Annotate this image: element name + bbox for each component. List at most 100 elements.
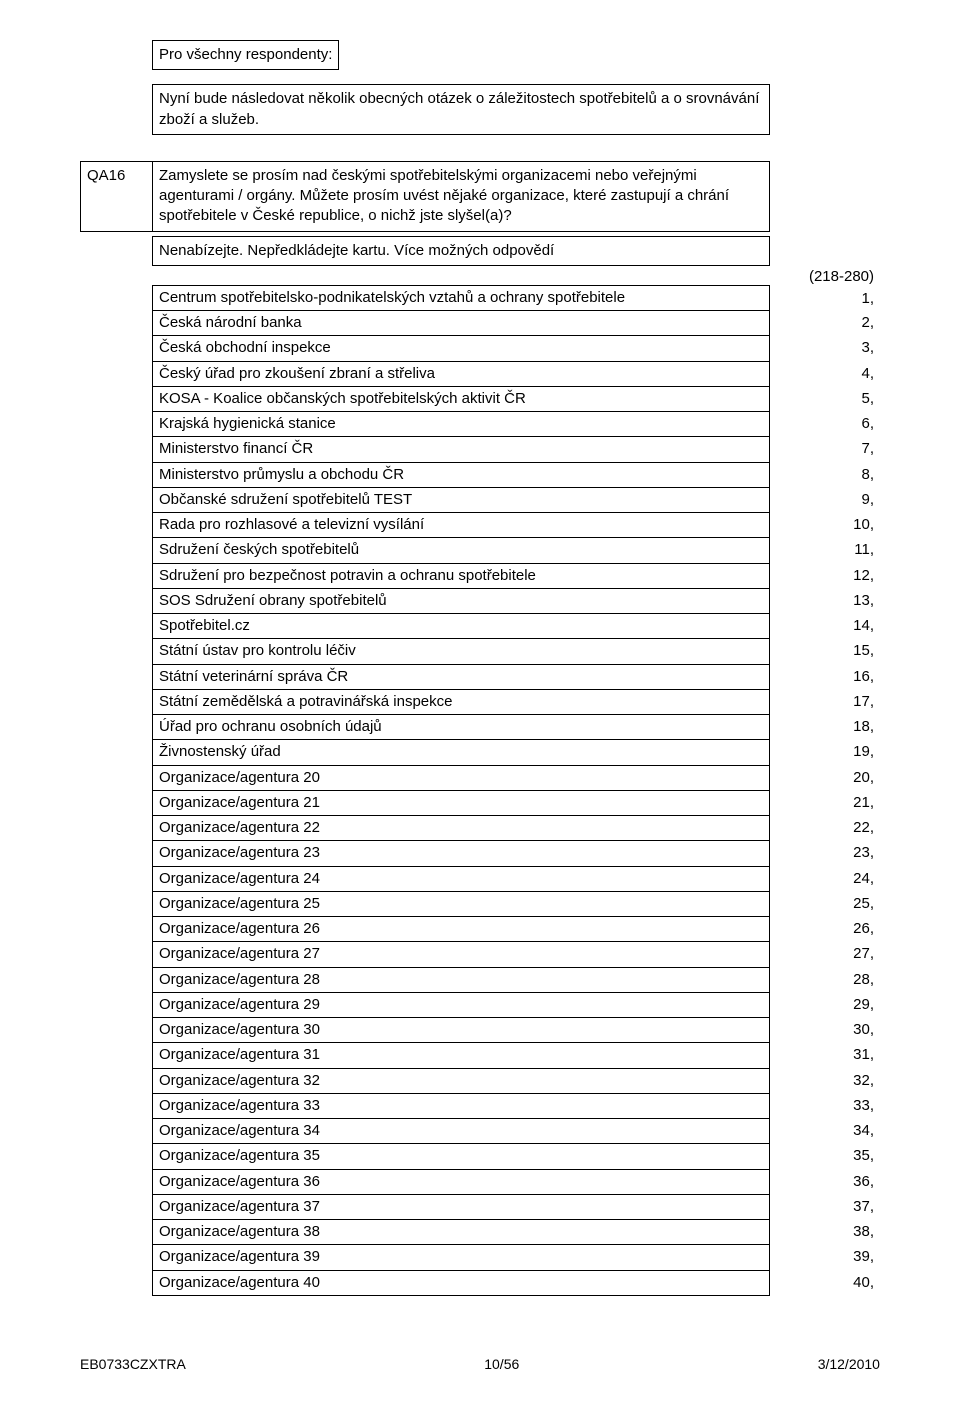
option-row: Krajská hygienická stanice6, bbox=[80, 412, 880, 437]
spacer bbox=[80, 488, 152, 513]
instruction-row: Nenabízejte. Nepředkládejte kartu. Více … bbox=[80, 236, 880, 266]
spacer bbox=[80, 1220, 152, 1245]
option-row: Organizace/agentura 2121, bbox=[80, 791, 880, 816]
page-footer: EB0733CZXTRA 10/56 3/12/2010 bbox=[0, 1356, 960, 1392]
spacer bbox=[80, 942, 152, 967]
spacer bbox=[80, 285, 152, 311]
spacer bbox=[80, 1144, 152, 1169]
option-code: 2, bbox=[770, 311, 880, 336]
option-row: Ministerstvo průmyslu a obchodu ČR8, bbox=[80, 463, 880, 488]
option-code: 28, bbox=[770, 968, 880, 993]
option-code: 9, bbox=[770, 488, 880, 513]
option-row: Organizace/agentura 2323, bbox=[80, 841, 880, 866]
option-label: Spotřebitel.cz bbox=[152, 614, 770, 639]
option-label: Český úřad pro zkoušení zbraní a střeliv… bbox=[152, 362, 770, 387]
spacer bbox=[80, 1195, 152, 1220]
option-code: 21, bbox=[770, 791, 880, 816]
option-row: Organizace/agentura 2626, bbox=[80, 917, 880, 942]
spacer bbox=[152, 266, 770, 285]
spacer bbox=[80, 387, 152, 412]
spacer bbox=[80, 362, 152, 387]
option-row: Organizace/agentura 3838, bbox=[80, 1220, 880, 1245]
option-row: Rada pro rozhlasové a televizní vysílání… bbox=[80, 513, 880, 538]
spacer bbox=[80, 1245, 152, 1270]
option-row: Organizace/agentura 3535, bbox=[80, 1144, 880, 1169]
option-label: Rada pro rozhlasové a televizní vysílání bbox=[152, 513, 770, 538]
option-label: Česká obchodní inspekce bbox=[152, 336, 770, 361]
option-code: 17, bbox=[770, 690, 880, 715]
spacer bbox=[80, 1018, 152, 1043]
option-code: 35, bbox=[770, 1144, 880, 1169]
footer-center: 10/56 bbox=[484, 1356, 519, 1372]
option-label: Organizace/agentura 25 bbox=[152, 892, 770, 917]
option-code: 6, bbox=[770, 412, 880, 437]
spacer bbox=[80, 766, 152, 791]
spacer bbox=[770, 84, 880, 139]
option-label: Organizace/agentura 23 bbox=[152, 841, 770, 866]
option-code: 29, bbox=[770, 993, 880, 1018]
option-code: 8, bbox=[770, 463, 880, 488]
spacer bbox=[80, 614, 152, 639]
option-row: Organizace/agentura 2727, bbox=[80, 942, 880, 967]
option-label: Organizace/agentura 21 bbox=[152, 791, 770, 816]
option-label: Státní zemědělská a potravinářská inspek… bbox=[152, 690, 770, 715]
option-code: 7, bbox=[770, 437, 880, 462]
option-row: Organizace/agentura 3434, bbox=[80, 1119, 880, 1144]
option-label: Organizace/agentura 34 bbox=[152, 1119, 770, 1144]
option-code: 24, bbox=[770, 867, 880, 892]
option-row: KOSA - Koalice občanských spotřebitelský… bbox=[80, 387, 880, 412]
spacer bbox=[80, 1043, 152, 1068]
footer-right: 3/12/2010 bbox=[818, 1356, 880, 1372]
spacer bbox=[80, 564, 152, 589]
option-row: Česká národní banka2, bbox=[80, 311, 880, 336]
option-label: Úřad pro ochranu osobních údajů bbox=[152, 715, 770, 740]
option-label: Organizace/agentura 22 bbox=[152, 816, 770, 841]
spacer bbox=[80, 791, 152, 816]
spacer bbox=[80, 968, 152, 993]
option-label: Organizace/agentura 35 bbox=[152, 1144, 770, 1169]
option-row: Občanské sdružení spotřebitelů TEST9, bbox=[80, 488, 880, 513]
spacer bbox=[80, 665, 152, 690]
option-label: Organizace/agentura 30 bbox=[152, 1018, 770, 1043]
spacer bbox=[80, 266, 152, 285]
spacer bbox=[80, 816, 152, 841]
option-label: Ministerstvo průmyslu a obchodu ČR bbox=[152, 463, 770, 488]
option-label: Organizace/agentura 40 bbox=[152, 1271, 770, 1296]
option-label: KOSA - Koalice občanských spotřebitelský… bbox=[152, 387, 770, 412]
option-row: Spotřebitel.cz14, bbox=[80, 614, 880, 639]
option-code: 26, bbox=[770, 917, 880, 942]
option-label: Organizace/agentura 27 bbox=[152, 942, 770, 967]
spacer bbox=[80, 867, 152, 892]
spacer bbox=[80, 538, 152, 563]
option-code: 18, bbox=[770, 715, 880, 740]
option-row: Sdružení pro bezpečnost potravin a ochra… bbox=[80, 564, 880, 589]
spacer bbox=[770, 161, 880, 232]
option-label: Organizace/agentura 33 bbox=[152, 1094, 770, 1119]
option-code: 20, bbox=[770, 766, 880, 791]
option-row: Organizace/agentura 3131, bbox=[80, 1043, 880, 1068]
option-row: Organizace/agentura 2424, bbox=[80, 867, 880, 892]
option-code: 37, bbox=[770, 1195, 880, 1220]
instruction-text: Nenabízejte. Nepředkládejte kartu. Více … bbox=[152, 236, 770, 266]
option-row: Živnostenský úřad19, bbox=[80, 740, 880, 765]
option-code: 33, bbox=[770, 1094, 880, 1119]
option-row: Organizace/agentura 2929, bbox=[80, 993, 880, 1018]
spacer bbox=[80, 917, 152, 942]
option-label: SOS Sdružení obrany spotřebitelů bbox=[152, 589, 770, 614]
option-label: Organizace/agentura 24 bbox=[152, 867, 770, 892]
option-code: 39, bbox=[770, 1245, 880, 1270]
option-code: 36, bbox=[770, 1170, 880, 1195]
option-code: 40, bbox=[770, 1271, 880, 1296]
option-row: Státní zemědělská a potravinářská inspek… bbox=[80, 690, 880, 715]
option-row: Organizace/agentura 3939, bbox=[80, 1245, 880, 1270]
spacer bbox=[80, 1170, 152, 1195]
option-row: Česká obchodní inspekce3, bbox=[80, 336, 880, 361]
spacer bbox=[80, 513, 152, 538]
option-row: Centrum spotřebitelsko-podnikatelských v… bbox=[80, 285, 880, 311]
intro-line-1: Pro všechny respondenty: bbox=[152, 40, 339, 70]
option-label: Organizace/agentura 28 bbox=[152, 968, 770, 993]
option-label: Živnostenský úřad bbox=[152, 740, 770, 765]
footer-left: EB0733CZXTRA bbox=[80, 1356, 186, 1372]
option-label: Krajská hygienická stanice bbox=[152, 412, 770, 437]
option-code: 11, bbox=[770, 538, 880, 563]
